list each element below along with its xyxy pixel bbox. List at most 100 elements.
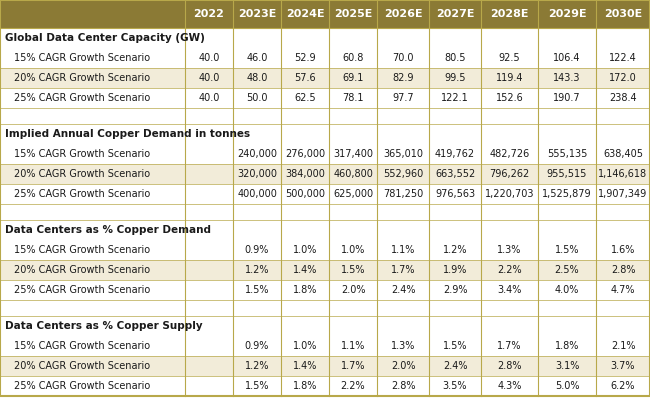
Text: 1,907,349: 1,907,349 bbox=[599, 189, 647, 199]
Bar bbox=[0, 28, 650, 48]
Text: 46.0: 46.0 bbox=[246, 53, 268, 63]
Text: 2.1%: 2.1% bbox=[611, 341, 635, 351]
Text: 78.1: 78.1 bbox=[343, 93, 364, 103]
Text: 317,400: 317,400 bbox=[333, 149, 373, 159]
Bar bbox=[0, 184, 650, 204]
Text: 555,135: 555,135 bbox=[547, 149, 587, 159]
Text: 1.7%: 1.7% bbox=[341, 361, 365, 371]
Text: 143.3: 143.3 bbox=[553, 73, 580, 83]
Text: Data Centers as % Copper Demand: Data Centers as % Copper Demand bbox=[5, 225, 211, 235]
Text: 1.8%: 1.8% bbox=[292, 381, 317, 391]
Text: 400,000: 400,000 bbox=[237, 189, 277, 199]
Text: 25% CAGR Growth Scenario: 25% CAGR Growth Scenario bbox=[14, 93, 150, 103]
Text: 419,762: 419,762 bbox=[435, 149, 475, 159]
Text: 482,726: 482,726 bbox=[489, 149, 530, 159]
Text: 15% CAGR Growth Scenario: 15% CAGR Growth Scenario bbox=[14, 245, 150, 255]
Text: 190.7: 190.7 bbox=[553, 93, 581, 103]
Text: 1.3%: 1.3% bbox=[497, 245, 522, 255]
Text: 20% CAGR Growth Scenario: 20% CAGR Growth Scenario bbox=[14, 265, 150, 275]
Bar bbox=[0, 220, 650, 240]
Text: 2.4%: 2.4% bbox=[443, 361, 467, 371]
Text: 2.2%: 2.2% bbox=[341, 381, 365, 391]
Bar bbox=[0, 240, 650, 260]
Text: 69.1: 69.1 bbox=[343, 73, 364, 83]
Text: 40.0: 40.0 bbox=[198, 53, 220, 63]
Text: 2.8%: 2.8% bbox=[391, 381, 415, 391]
Text: 2027E: 2027E bbox=[436, 9, 474, 19]
Text: 2.8%: 2.8% bbox=[497, 361, 522, 371]
Text: 2024E: 2024E bbox=[286, 9, 324, 19]
Text: 52.9: 52.9 bbox=[294, 53, 316, 63]
Text: 152.6: 152.6 bbox=[495, 93, 523, 103]
Text: 25% CAGR Growth Scenario: 25% CAGR Growth Scenario bbox=[14, 381, 150, 391]
Text: 2030E: 2030E bbox=[604, 9, 642, 19]
Bar bbox=[0, 336, 650, 356]
Bar bbox=[0, 316, 650, 336]
Text: 15% CAGR Growth Scenario: 15% CAGR Growth Scenario bbox=[14, 341, 150, 351]
Text: 638,405: 638,405 bbox=[603, 149, 643, 159]
Text: 2022: 2022 bbox=[194, 9, 224, 19]
Text: 2023E: 2023E bbox=[238, 9, 276, 19]
Text: 1.0%: 1.0% bbox=[341, 245, 365, 255]
Text: Data Centers as % Copper Supply: Data Centers as % Copper Supply bbox=[5, 321, 203, 331]
Text: 0.9%: 0.9% bbox=[245, 245, 269, 255]
Text: 1.1%: 1.1% bbox=[341, 341, 365, 351]
Text: 2028E: 2028E bbox=[490, 9, 528, 19]
Text: 663,552: 663,552 bbox=[435, 169, 475, 179]
Text: 1,220,703: 1,220,703 bbox=[485, 189, 534, 199]
Text: 119.4: 119.4 bbox=[496, 73, 523, 83]
Text: 70.0: 70.0 bbox=[392, 53, 414, 63]
Text: 40.0: 40.0 bbox=[198, 93, 220, 103]
Bar bbox=[0, 0, 650, 28]
Text: 20% CAGR Growth Scenario: 20% CAGR Growth Scenario bbox=[14, 361, 150, 371]
Text: 1.5%: 1.5% bbox=[341, 265, 365, 275]
Bar bbox=[0, 280, 650, 300]
Text: 6.2%: 6.2% bbox=[611, 381, 635, 391]
Text: 625,000: 625,000 bbox=[333, 189, 373, 199]
Text: 1.5%: 1.5% bbox=[245, 381, 269, 391]
Text: 25% CAGR Growth Scenario: 25% CAGR Growth Scenario bbox=[14, 189, 150, 199]
Text: Global Data Center Capacity (GW): Global Data Center Capacity (GW) bbox=[5, 33, 205, 43]
Text: 365,010: 365,010 bbox=[383, 149, 423, 159]
Text: Implied Annual Copper Demand in tonnes: Implied Annual Copper Demand in tonnes bbox=[5, 129, 250, 139]
Text: 60.8: 60.8 bbox=[343, 53, 364, 63]
Text: 92.5: 92.5 bbox=[499, 53, 520, 63]
Text: 781,250: 781,250 bbox=[383, 189, 423, 199]
Bar bbox=[0, 68, 650, 88]
Bar bbox=[0, 260, 650, 280]
Text: 2.8%: 2.8% bbox=[611, 265, 635, 275]
Text: 976,563: 976,563 bbox=[435, 189, 475, 199]
Text: 384,000: 384,000 bbox=[285, 169, 325, 179]
Text: 82.9: 82.9 bbox=[392, 73, 414, 83]
Text: 1.2%: 1.2% bbox=[443, 245, 467, 255]
Text: 955,515: 955,515 bbox=[547, 169, 587, 179]
Text: 238.4: 238.4 bbox=[609, 93, 637, 103]
Text: 2.4%: 2.4% bbox=[391, 285, 415, 295]
Text: 3.4%: 3.4% bbox=[497, 285, 522, 295]
Text: 2.9%: 2.9% bbox=[443, 285, 467, 295]
Text: 1.3%: 1.3% bbox=[391, 341, 415, 351]
Text: 1.0%: 1.0% bbox=[292, 341, 317, 351]
Bar bbox=[0, 88, 650, 108]
Text: 2.5%: 2.5% bbox=[554, 265, 579, 275]
Text: 1.0%: 1.0% bbox=[292, 245, 317, 255]
Text: 500,000: 500,000 bbox=[285, 189, 325, 199]
Text: 2029E: 2029E bbox=[548, 9, 586, 19]
Bar bbox=[0, 300, 650, 316]
Text: 122.4: 122.4 bbox=[609, 53, 637, 63]
Bar bbox=[0, 144, 650, 164]
Text: 796,262: 796,262 bbox=[489, 169, 530, 179]
Text: 4.7%: 4.7% bbox=[611, 285, 635, 295]
Text: 4.3%: 4.3% bbox=[497, 381, 522, 391]
Text: 320,000: 320,000 bbox=[237, 169, 277, 179]
Text: 240,000: 240,000 bbox=[237, 149, 277, 159]
Text: 172.0: 172.0 bbox=[609, 73, 637, 83]
Text: 2.0%: 2.0% bbox=[391, 361, 415, 371]
Text: 40.0: 40.0 bbox=[198, 73, 220, 83]
Text: 2.2%: 2.2% bbox=[497, 265, 522, 275]
Text: 1.2%: 1.2% bbox=[245, 361, 269, 371]
Text: 1.7%: 1.7% bbox=[391, 265, 415, 275]
Text: 50.0: 50.0 bbox=[246, 93, 268, 103]
Text: 1.4%: 1.4% bbox=[292, 265, 317, 275]
Text: 20% CAGR Growth Scenario: 20% CAGR Growth Scenario bbox=[14, 169, 150, 179]
